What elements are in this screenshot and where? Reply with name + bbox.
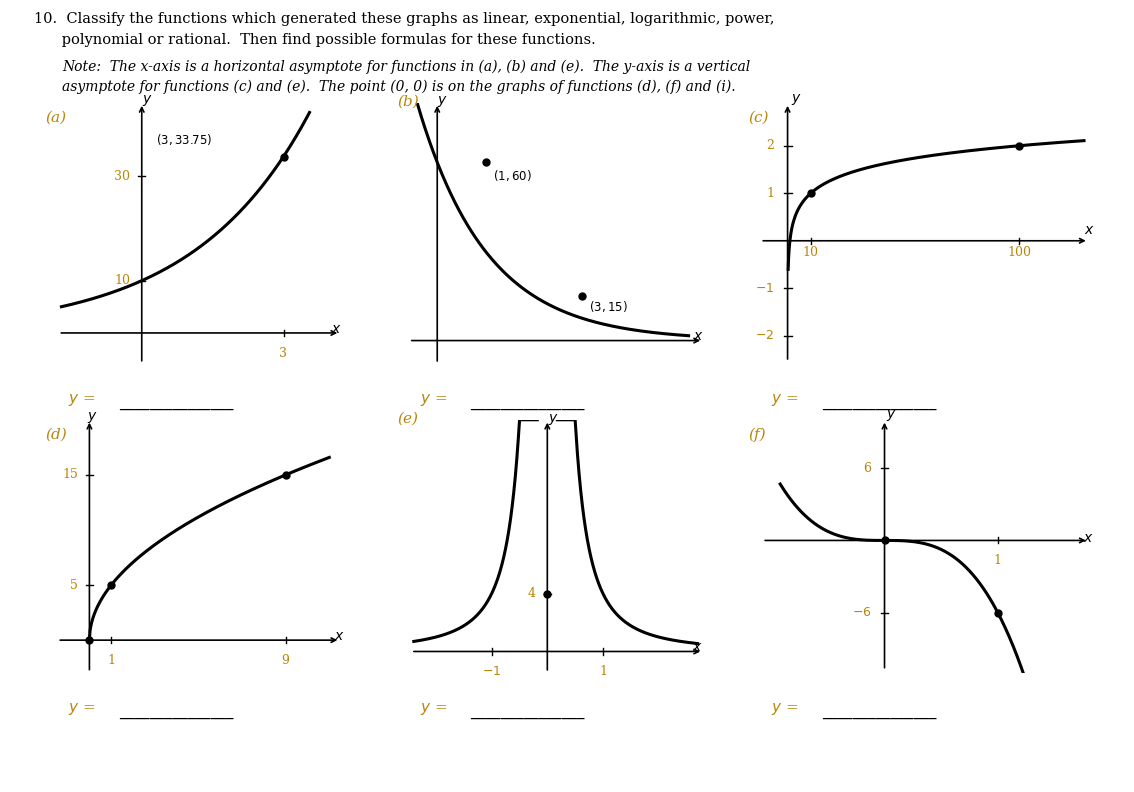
Text: $x$: $x$ <box>331 322 341 336</box>
Text: (d): (d) <box>45 428 67 442</box>
Text: $y$: $y$ <box>792 92 802 107</box>
Text: 2: 2 <box>767 139 775 152</box>
Text: $-1$: $-1$ <box>482 665 501 679</box>
Text: polynomial or rational.  Then find possible formulas for these functions.: polynomial or rational. Then find possib… <box>34 33 595 48</box>
Text: 9: 9 <box>281 654 289 667</box>
Text: $y$: $y$ <box>548 412 558 427</box>
Text: $y$: $y$ <box>437 94 448 109</box>
Text: $y$ =: $y$ = <box>771 392 798 408</box>
Text: $x$: $x$ <box>692 640 703 654</box>
Text: (c): (c) <box>748 111 769 125</box>
Text: (e): (e) <box>397 412 418 426</box>
Text: _______________: _______________ <box>822 704 937 718</box>
Text: $-6$: $-6$ <box>852 607 871 619</box>
Text: $y$: $y$ <box>886 409 897 424</box>
Text: 1: 1 <box>108 654 116 667</box>
Text: _______________: _______________ <box>471 704 585 718</box>
Text: asymptote for functions (c) and (e).  The point (0, 0) is on the graphs of funct: asymptote for functions (c) and (e). The… <box>62 79 736 93</box>
Text: $-2$: $-2$ <box>755 329 775 342</box>
Text: _______________: _______________ <box>471 395 585 409</box>
Text: $(1,60)$: $(1,60)$ <box>493 168 532 183</box>
Text: 1: 1 <box>599 665 607 679</box>
Text: $x$: $x$ <box>333 629 345 643</box>
Text: $x$: $x$ <box>1084 223 1094 237</box>
Text: _______________: _______________ <box>822 395 937 409</box>
Text: 10.  Classify the functions which generated these graphs as linear, exponential,: 10. Classify the functions which generat… <box>34 12 775 26</box>
Text: $(3,15)$: $(3,15)$ <box>590 299 628 314</box>
Text: 15: 15 <box>62 468 78 482</box>
Text: $y$ =: $y$ = <box>420 392 447 408</box>
Text: 100: 100 <box>1007 246 1031 260</box>
Text: (a): (a) <box>45 111 67 125</box>
Text: $x$: $x$ <box>1083 531 1093 545</box>
Text: 3: 3 <box>279 348 288 360</box>
Text: $y$ =: $y$ = <box>68 701 95 717</box>
Text: 5: 5 <box>70 578 78 592</box>
Text: (f): (f) <box>748 428 767 442</box>
Text: 10: 10 <box>803 246 819 260</box>
Text: $y$ =: $y$ = <box>771 701 798 717</box>
Text: Note:  The x-axis is a horizontal asymptote for functions in (a), (b) and (e).  : Note: The x-axis is a horizontal asympto… <box>62 59 751 74</box>
Text: 1: 1 <box>767 187 775 200</box>
Text: $y$ =: $y$ = <box>68 392 95 408</box>
Text: 1: 1 <box>993 554 1002 567</box>
Text: (b): (b) <box>397 95 418 109</box>
Text: _______________: _______________ <box>119 395 234 409</box>
Text: 6: 6 <box>863 462 871 474</box>
Text: 30: 30 <box>115 169 130 183</box>
Text: _______________: _______________ <box>119 704 234 718</box>
Text: $x$: $x$ <box>693 329 704 343</box>
Text: $(3, 33.75)$: $(3, 33.75)$ <box>156 132 212 147</box>
Text: $y$: $y$ <box>142 93 153 109</box>
Text: $y$: $y$ <box>87 410 98 425</box>
Text: $-1$: $-1$ <box>755 282 775 295</box>
Text: $y$ =: $y$ = <box>420 701 447 717</box>
Text: 4: 4 <box>527 587 535 600</box>
Text: 10: 10 <box>115 274 130 287</box>
